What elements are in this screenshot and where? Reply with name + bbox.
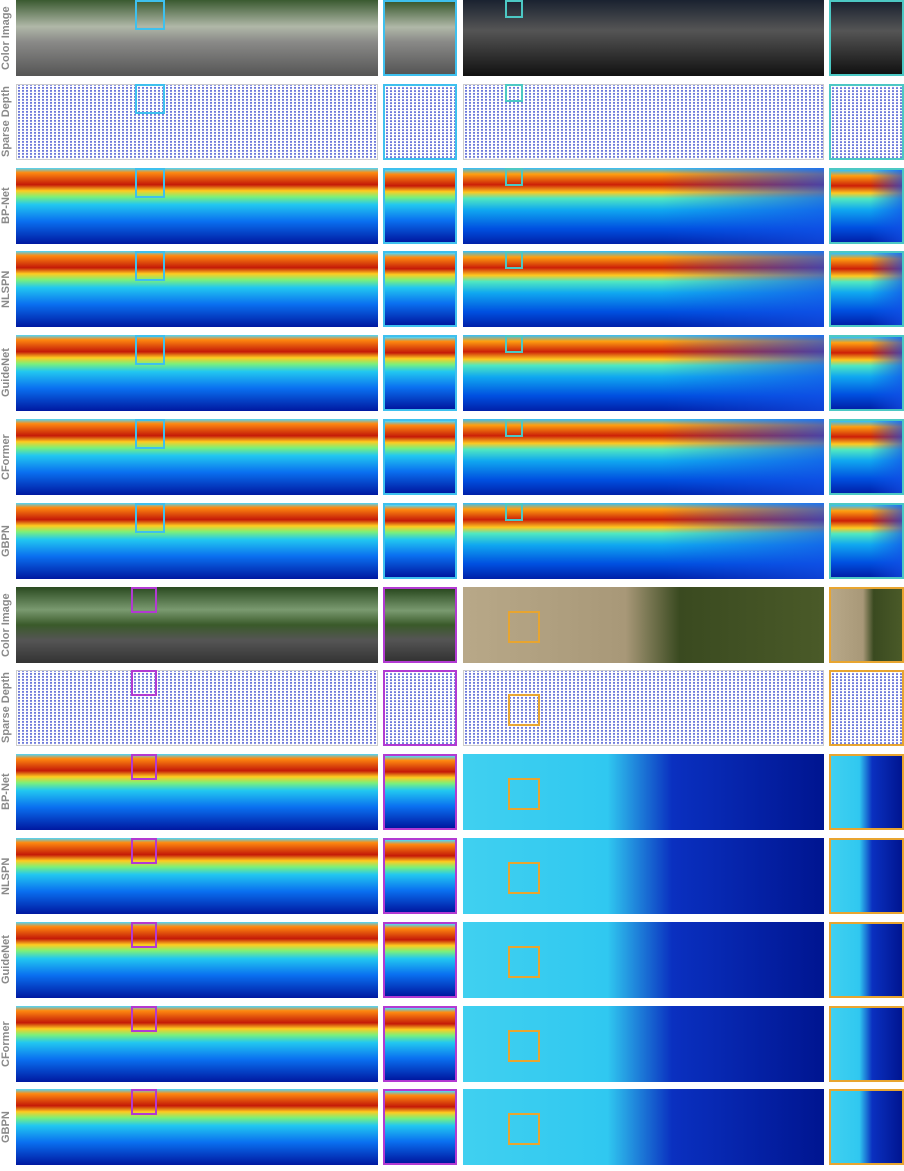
row-label: CFormer [0, 434, 12, 480]
result-image [16, 587, 378, 663]
zoom-crop [829, 587, 904, 663]
row-label: BP-Net [0, 773, 12, 811]
highlight-box [135, 503, 165, 533]
highlight-box [505, 335, 523, 353]
highlight-box [135, 419, 165, 449]
result-image [463, 1006, 824, 1082]
zoom-crop [383, 0, 457, 76]
zoom-crop [383, 84, 457, 160]
result-image [463, 168, 824, 244]
highlight-box [505, 419, 523, 437]
highlight-box [505, 503, 523, 521]
highlight-box [505, 84, 523, 102]
zoom-crop [383, 670, 457, 746]
result-image [16, 838, 378, 914]
result-image [463, 0, 824, 76]
result-image [16, 251, 378, 327]
result-image [16, 84, 378, 160]
zoom-crop [829, 168, 904, 244]
zoom-crop [829, 1006, 904, 1082]
zoom-crop [383, 168, 457, 244]
result-image [16, 1089, 378, 1165]
result-image [463, 419, 824, 495]
zoom-crop [829, 251, 904, 327]
highlight-box [508, 778, 540, 810]
highlight-box [135, 0, 165, 30]
result-image [16, 0, 378, 76]
highlight-box [135, 335, 165, 365]
highlight-box [131, 922, 157, 948]
highlight-box [131, 838, 157, 864]
result-image [463, 84, 824, 160]
highlight-box [135, 84, 165, 114]
row-label: BP-Net [0, 187, 12, 225]
row-label: GuideNet [0, 348, 12, 398]
zoom-crop [383, 1089, 457, 1165]
zoom-crop [829, 84, 904, 160]
highlight-box [131, 1089, 157, 1115]
zoom-crop [829, 838, 904, 914]
result-image [463, 587, 824, 663]
highlight-box [131, 587, 157, 613]
row-label: Color Image [0, 593, 12, 657]
result-image [16, 419, 378, 495]
row-label: Sparse Depth [0, 86, 12, 158]
row-label: Sparse Depth [0, 672, 12, 744]
result-image [16, 168, 378, 244]
highlight-box [135, 251, 165, 281]
zoom-crop [829, 503, 904, 579]
result-image [16, 1006, 378, 1082]
highlight-box [135, 168, 165, 198]
highlight-box [508, 1113, 540, 1145]
result-image [463, 503, 824, 579]
result-image [463, 251, 824, 327]
result-image [16, 754, 378, 830]
highlight-box [508, 1030, 540, 1062]
highlight-box [508, 862, 540, 894]
row-label: GuideNet [0, 935, 12, 985]
result-image [16, 922, 378, 998]
zoom-crop [829, 1089, 904, 1165]
zoom-crop [383, 922, 457, 998]
zoom-crop [829, 335, 904, 411]
zoom-crop [383, 838, 457, 914]
zoom-crop [829, 754, 904, 830]
zoom-crop [829, 922, 904, 998]
highlight-box [131, 754, 157, 780]
result-image [16, 670, 378, 746]
zoom-crop [829, 670, 904, 746]
result-image [16, 503, 378, 579]
row-label: NLSPN [0, 857, 12, 895]
row-label: GBPN [0, 1111, 12, 1143]
zoom-crop [383, 503, 457, 579]
zoom-crop [383, 587, 457, 663]
highlight-box [505, 251, 523, 269]
row-label: Color Image [0, 6, 12, 70]
result-image [463, 335, 824, 411]
highlight-box [508, 946, 540, 978]
highlight-box [508, 611, 540, 643]
result-image [463, 1089, 824, 1165]
result-image [463, 670, 824, 746]
row-label: NLSPN [0, 270, 12, 308]
zoom-crop [383, 419, 457, 495]
zoom-crop [829, 0, 904, 76]
zoom-crop [383, 335, 457, 411]
result-image [463, 754, 824, 830]
result-image [463, 922, 824, 998]
zoom-crop [383, 1006, 457, 1082]
highlight-box [508, 694, 540, 726]
highlight-box [505, 168, 523, 186]
highlight-box [131, 1006, 157, 1032]
zoom-crop [383, 754, 457, 830]
result-image [16, 335, 378, 411]
zoom-crop [829, 419, 904, 495]
highlight-box [505, 0, 523, 18]
zoom-crop [383, 251, 457, 327]
result-image [463, 838, 824, 914]
row-label: CFormer [0, 1021, 12, 1067]
highlight-box [131, 670, 157, 696]
row-label: GBPN [0, 525, 12, 557]
